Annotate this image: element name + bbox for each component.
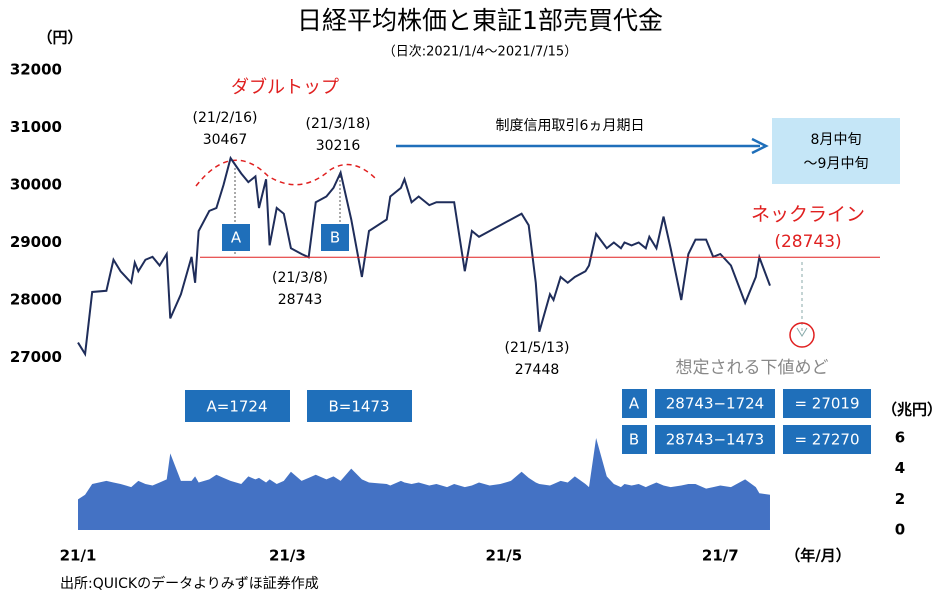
targets-table: A 28743−1724 = 27019 B 28743−1473 = 2727…: [622, 389, 871, 454]
cell-text: = 27019: [794, 395, 859, 413]
cell: [783, 389, 871, 418]
annotation: 30216: [316, 138, 361, 154]
x-tick-label: 21/5: [485, 547, 522, 565]
chart-subtitle: （日次:2021/1/4〜2021/7/15）: [383, 44, 577, 60]
annotation: (21/2/16): [193, 110, 258, 126]
cell: [622, 425, 647, 454]
annotation: (21/5/13): [505, 340, 570, 356]
cell: [655, 389, 775, 418]
annotation: (21/3/8): [272, 270, 328, 286]
marker: A: [231, 229, 242, 247]
period-box: [772, 118, 900, 184]
period: 8月中旬: [811, 132, 862, 148]
margin: B=1473: [328, 398, 389, 416]
x-tick-label: 21/7: [702, 547, 739, 565]
area: [78, 438, 770, 530]
period: 〜9月中旬: [804, 156, 869, 172]
annotation: (21/3/18): [306, 116, 371, 132]
neckline-value: (28743): [774, 232, 841, 252]
pattern-curve: [195, 159, 376, 187]
cell-text: B: [629, 431, 639, 449]
cell-text: = 27270: [794, 431, 859, 449]
margin: A=1724: [206, 398, 267, 416]
y2-axis-label: （兆円）: [882, 401, 934, 419]
cell: [655, 425, 775, 454]
y-tick-label: 30000: [10, 176, 62, 194]
cell: [783, 425, 871, 454]
y-tick-label: 27000: [10, 348, 62, 366]
annotation: 制度信用取引6ヵ月期日: [496, 118, 645, 134]
targets-title: 想定される下値めど: [676, 358, 829, 378]
annotation: 28743: [278, 292, 323, 308]
y2-tick-label: 4: [895, 459, 905, 477]
y-tick-label: 29000: [10, 233, 62, 251]
guide-arrow-head: [796, 327, 808, 337]
margin-box: [307, 390, 412, 422]
y2-tick-label: 2: [895, 490, 905, 508]
cell-text: 28743−1724: [666, 395, 764, 413]
marker-box: [321, 224, 349, 251]
chart-title: 日経平均株価と東証1部売買代金: [297, 6, 663, 35]
cell-text: A: [629, 395, 640, 413]
source: 出所:QUICKのデータよりみずほ証券作成: [60, 575, 319, 592]
target-circle: [789, 322, 815, 348]
y-tick-label: 32000: [10, 61, 62, 79]
cell-text: 28743−1473: [666, 431, 764, 449]
line: [77, 155, 771, 358]
x-axis-label: （年/月）: [785, 547, 850, 565]
cell: [622, 389, 647, 418]
neckline-label: ネックライン: [751, 204, 865, 226]
margin-box: [185, 390, 290, 422]
arrow-head: [751, 137, 769, 155]
y2-tick-label: 0: [895, 521, 905, 539]
marker: B: [330, 229, 340, 247]
annotation: 30467: [203, 132, 248, 148]
x-tick-label: 21/1: [60, 547, 97, 565]
y-tick-label: 28000: [10, 291, 62, 309]
pattern-label: ダブルトップ: [231, 76, 339, 98]
y-tick-label: 31000: [10, 118, 62, 136]
y2-tick-label: 6: [895, 429, 905, 447]
y-axis-label: （円）: [37, 29, 82, 47]
x-tick-label: 21/3: [269, 547, 306, 565]
annotation: 27448: [515, 362, 560, 378]
marker-box: [222, 224, 250, 251]
